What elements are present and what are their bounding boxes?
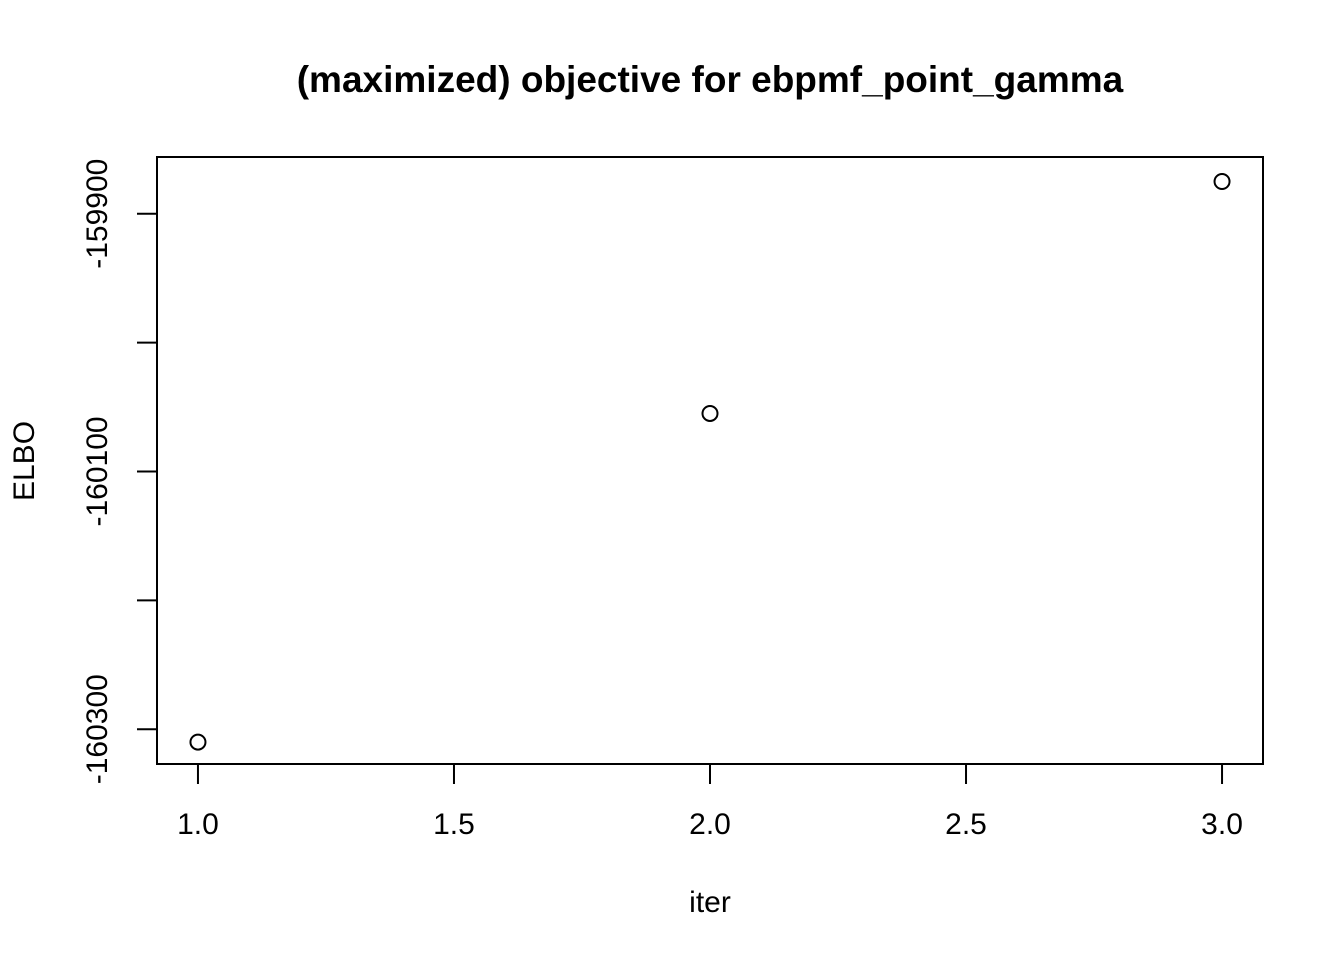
x-tick-label: 1.0 xyxy=(177,808,219,841)
chart-title: (maximized) objective for ebpmf_point_ga… xyxy=(297,59,1124,100)
y-tick-label: -160100 xyxy=(81,416,114,526)
x-tick-label: 2.0 xyxy=(689,808,731,841)
data-point xyxy=(189,733,207,751)
data-points xyxy=(189,172,1231,751)
y-axis: -160300 -160100 -159900 xyxy=(81,159,158,784)
data-point xyxy=(1213,172,1231,190)
x-tick-label: 2.5 xyxy=(945,808,987,841)
y-axis-label: ELBO xyxy=(8,421,41,501)
data-point xyxy=(701,404,719,422)
plot-frame xyxy=(156,156,1264,765)
y-tick-label: -159900 xyxy=(81,159,114,269)
x-tick-label: 1.5 xyxy=(433,808,475,841)
y-tick-label: -160300 xyxy=(81,674,114,784)
x-axis: 1.0 1.5 2.0 2.5 3.0 xyxy=(177,763,1243,841)
x-tick-label: 3.0 xyxy=(1201,808,1243,841)
x-axis-label: iter xyxy=(689,886,731,919)
